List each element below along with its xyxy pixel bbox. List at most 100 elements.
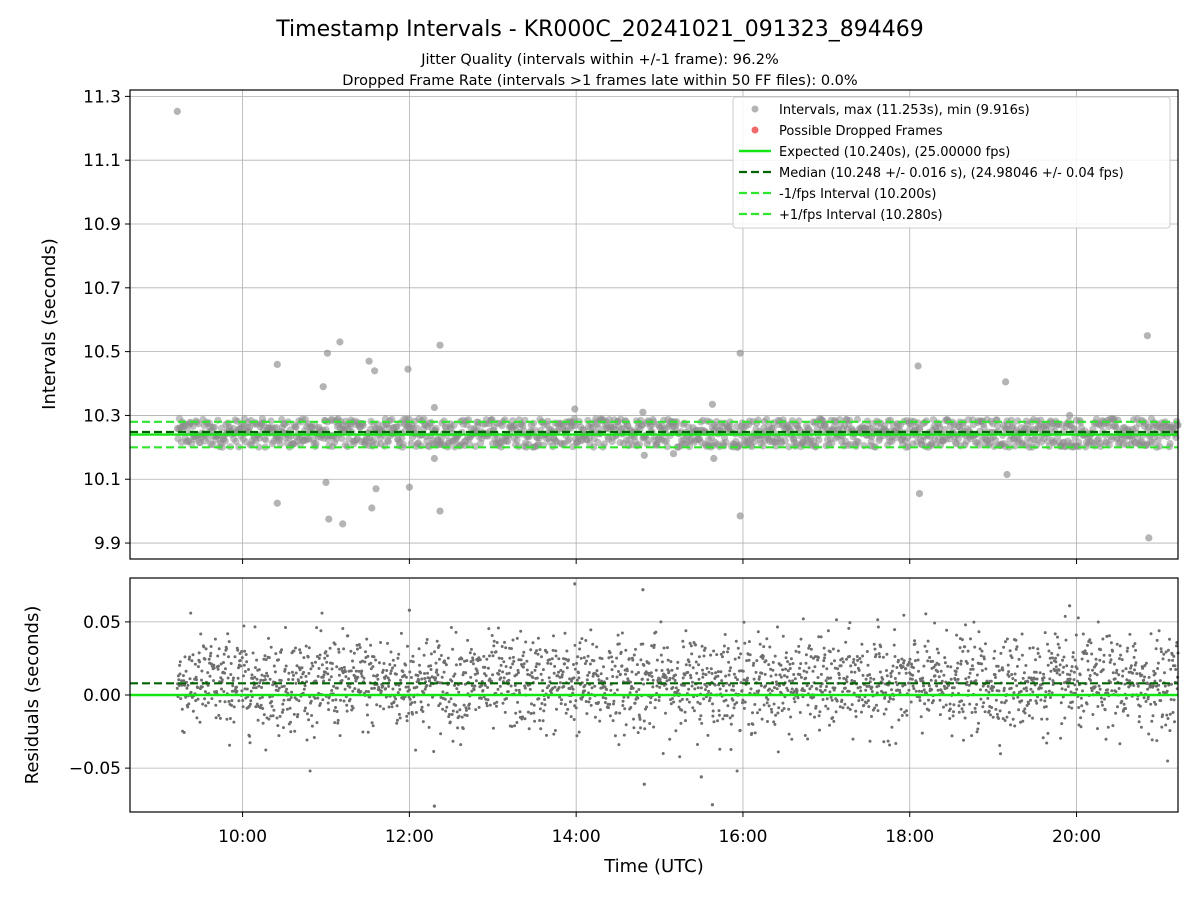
residual-point — [497, 656, 501, 660]
legend-median-label: Median (10.248 +/- 0.016 s), (24.98046 +… — [779, 166, 1124, 181]
residual-point — [538, 648, 542, 652]
residual-point — [514, 688, 518, 692]
residual-point — [788, 679, 791, 683]
residual-point — [1039, 686, 1043, 690]
residual-point — [798, 673, 802, 677]
residual-point — [1031, 716, 1034, 720]
residual-point — [797, 650, 801, 654]
residual-point — [994, 698, 998, 702]
residual-point — [899, 663, 903, 667]
residual-point — [810, 684, 814, 688]
residual-point — [651, 685, 655, 689]
residual-point — [243, 687, 247, 691]
residual-point — [967, 675, 971, 679]
residual-point — [787, 707, 791, 711]
residual-point — [421, 720, 425, 724]
residual-point — [788, 662, 792, 666]
residual-point — [875, 703, 878, 707]
residual-point — [538, 707, 542, 711]
residual-point — [404, 685, 408, 689]
residual-point — [783, 674, 786, 678]
residual-point — [716, 674, 720, 678]
residual-point — [263, 674, 267, 678]
residual-point — [326, 672, 330, 676]
residual-point — [1114, 671, 1118, 675]
residual-point — [302, 670, 306, 674]
residual-point — [678, 699, 682, 703]
residual-point — [767, 663, 771, 667]
residual-point — [485, 701, 488, 705]
residual-point — [651, 678, 655, 682]
residual-point — [674, 673, 677, 677]
residual-point — [200, 685, 204, 689]
residual-point — [554, 649, 558, 653]
residual-point — [951, 714, 955, 718]
residual-point — [694, 643, 697, 647]
residual-point — [990, 706, 994, 709]
legend-expected-label: Expected (10.240s), (25.00000 fps) — [779, 145, 1010, 160]
residual-point — [332, 709, 336, 713]
interval-outlier-point — [405, 483, 413, 491]
residual-point — [936, 670, 940, 674]
residual-point — [550, 657, 554, 661]
residual-point — [621, 704, 625, 707]
residual-point — [658, 685, 662, 689]
residual-point — [897, 658, 900, 662]
residual-point — [624, 723, 628, 727]
intervals-y-tick-label: 10.9 — [83, 215, 121, 235]
residual-point — [605, 688, 609, 691]
residual-point — [674, 729, 678, 733]
residual-point — [799, 637, 803, 641]
residual-point — [1093, 685, 1097, 689]
residual-point — [629, 706, 633, 709]
residual-point — [537, 697, 541, 701]
residual-point — [1041, 736, 1045, 740]
residual-point — [181, 674, 185, 678]
residual-point — [565, 666, 569, 670]
residual-point — [585, 678, 589, 682]
residual-point — [959, 662, 963, 666]
residual-point — [1061, 658, 1064, 662]
residual-point — [264, 658, 268, 662]
residual-point — [1156, 661, 1160, 665]
residual-point — [737, 656, 741, 660]
residual-point — [728, 669, 732, 673]
residual-point — [815, 687, 819, 691]
residual-point — [747, 640, 751, 644]
residual-point — [294, 671, 298, 675]
intervals-plot-frame — [129, 89, 1179, 560]
residual-point — [834, 710, 838, 714]
residual-point — [997, 669, 1001, 673]
residual-point — [922, 664, 926, 668]
residual-point — [351, 706, 355, 710]
legend-dropped-label: Possible Dropped Frames — [779, 124, 943, 139]
residual-point — [632, 653, 636, 657]
residual-point — [636, 731, 640, 735]
residual-point — [1154, 702, 1158, 706]
residual-point — [1128, 632, 1132, 636]
residual-point — [540, 678, 544, 682]
residual-point — [742, 620, 746, 624]
residual-point — [1099, 648, 1103, 652]
residual-point — [899, 707, 903, 711]
interval-point — [204, 434, 212, 443]
interval-point — [781, 437, 789, 445]
residual-point — [993, 649, 997, 653]
residual-point — [756, 711, 759, 715]
residual-point — [724, 698, 728, 702]
residual-point — [435, 668, 439, 672]
residual-point — [527, 727, 531, 731]
residual-point — [511, 638, 515, 642]
residual-point — [509, 684, 513, 688]
residual-point — [364, 650, 367, 654]
interval-point — [413, 424, 421, 432]
residual-point — [491, 654, 495, 658]
residual-point — [946, 664, 950, 668]
residual-point — [1114, 690, 1118, 694]
residual-point — [850, 703, 854, 707]
residual-point — [841, 660, 845, 664]
residual-point — [749, 687, 753, 691]
residual-point — [669, 660, 673, 664]
residual-point — [1110, 689, 1114, 693]
residual-point — [1056, 635, 1059, 639]
